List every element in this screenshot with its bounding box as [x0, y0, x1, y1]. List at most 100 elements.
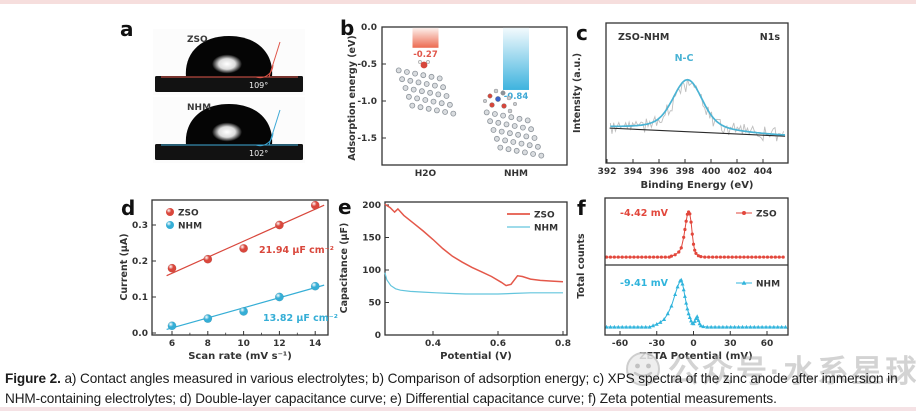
x-tick-label: 396 — [650, 167, 669, 177]
y-tick-label: 0.3 — [132, 221, 148, 231]
x-axis-title: Scan rate (mV s⁻¹) — [188, 351, 292, 362]
y-axis-title: Capacitance (μF) — [339, 223, 350, 314]
axis-box — [151, 199, 329, 336]
x-axis-title: Binding Energy (eV) — [641, 180, 754, 191]
x-tick-label: -60 — [612, 339, 628, 349]
legend-label: ZSO — [756, 210, 777, 220]
fit-line-NHM — [166, 284, 325, 331]
axis-box — [604, 197, 789, 336]
h2o-molecule — [418, 60, 430, 69]
y-tick-label: -1.5 — [357, 134, 377, 144]
curve-NHM — [384, 272, 563, 295]
contact-angle-image-nhm: NHM 102° — [153, 97, 305, 168]
y-tick-label: 0.0 — [361, 23, 377, 33]
panel-label-a: a — [120, 17, 134, 41]
y-tick-label: 0.0 — [132, 329, 148, 339]
x-category-label: NHM — [504, 169, 528, 179]
legend-label: ZSO — [178, 209, 199, 219]
x-tick-label: 394 — [624, 167, 643, 177]
contact-angle-value: 109° — [249, 81, 268, 90]
data-point-NHM — [203, 314, 213, 324]
y-axis-title: Total counts — [576, 233, 587, 298]
data-point-ZSO — [310, 200, 320, 210]
panel-c-xps-chart-svg: 392 394 396 398 400 402 404 ZSO-NHM N1s N-C Bindin… — [572, 22, 789, 191]
data-point-ZSO — [167, 263, 177, 273]
panel-d-capacitance-scatter-chart-svg: 6 8 10 12 14 0.0 0.1 0.2 0.3 ZSO NHM 21.94 μF cm⁻² 1… — [119, 199, 338, 362]
y-tick-label: -0.5 — [357, 60, 377, 70]
legend-label: NHM — [534, 224, 558, 234]
y-tick-label: 0.1 — [132, 293, 148, 303]
x-tick-label: 404 — [754, 167, 773, 177]
panel-label-b: b — [340, 16, 355, 40]
legend-label: NHM — [756, 280, 780, 290]
nhm-capacitance-annotation: 13.82 μF cm⁻² — [263, 313, 338, 324]
x-tick-label: 10 — [237, 339, 250, 349]
contact-angle-image-zso-svg: ZSO 109° — [153, 29, 305, 95]
x-tick-label: 0.4 — [425, 339, 441, 349]
x-category-label: H2O — [415, 169, 437, 179]
x-tick-label: 402 — [728, 167, 747, 177]
y-tick-label: 150 — [362, 234, 381, 244]
mean-zeta-annotation-ZSO: -4.42 mV — [620, 208, 669, 219]
bar-value-label: -0.84 — [504, 92, 529, 102]
y-tick-label: 50 — [368, 299, 381, 309]
background-line — [609, 127, 786, 137]
panel-title-right: N1s — [760, 32, 781, 43]
x-tick-label: 0.6 — [490, 339, 506, 349]
panel-label-d: d — [121, 196, 136, 220]
x-tick-label: 12 — [273, 339, 286, 349]
y-tick-label: 100 — [362, 266, 381, 276]
x-tick-label: 14 — [309, 339, 322, 349]
axis-box — [384, 201, 568, 336]
caption-label: Figure 2. — [5, 371, 61, 386]
caption-text: a) Contact angles measured in various el… — [5, 371, 898, 407]
nc-fit-curve — [610, 78, 786, 136]
x-tick-label: 392 — [598, 167, 617, 177]
droplet-highlight — [212, 122, 242, 142]
data-point-NHM — [274, 292, 284, 302]
peak-label: N-C — [675, 53, 694, 64]
y-tick-label: 200 — [362, 201, 381, 211]
x-tick-label: 6 — [169, 339, 175, 349]
curve-ZSO — [384, 203, 564, 287]
fit-line-ZSO — [166, 204, 325, 277]
panel-label-f: f — [577, 196, 586, 220]
page-bottom-strip — [0, 407, 916, 411]
y-tick-label: 0 — [375, 331, 381, 341]
angle-arc — [255, 132, 274, 147]
zn-lattice-with-nhm-molecule — [483, 109, 545, 159]
panel-label-e: e — [338, 195, 352, 219]
panel-c-xps-chart: 392 394 396 398 400 402 404 ZSO-NHM N1s N-C Bindin… — [570, 7, 806, 197]
substrate-bar — [155, 144, 303, 160]
panel-f-zeta-potential-chart: ZSO -4.42 mV NHM -9.41 mV -60 -30 0 30 60 ZETA Po… — [570, 192, 806, 372]
x-tick-label: 0.8 — [555, 339, 571, 349]
panel-title-left: ZSO-NHM — [618, 32, 669, 43]
x-tick-label: -30 — [649, 339, 665, 349]
angle-arc — [255, 64, 274, 79]
contact-angle-image-nhm-svg: NHM 102° — [153, 97, 305, 163]
data-point-ZSO — [274, 220, 284, 230]
zn-lattice-with-h2o-molecule — [395, 67, 457, 117]
sample-label: NHM — [187, 103, 211, 113]
x-axis-title: Potential (V) — [440, 351, 512, 362]
y-axis-title: Adsorption energy (eV) — [347, 35, 358, 160]
legend-marker-NHM — [166, 221, 174, 229]
bar-value-label: -0.27 — [413, 50, 438, 60]
contact-angle-value: 102° — [249, 149, 268, 158]
contact-angle-image-zso: ZSO 109° — [153, 29, 305, 100]
energy-bar-NHM — [503, 27, 529, 90]
data-point-ZSO — [239, 244, 249, 253]
panel-label-c: c — [576, 21, 588, 45]
data-point-NHM — [167, 321, 177, 331]
panel-e-differential-capacitance-chart: 0.4 0.6 0.8 0 50 100 150 200 ZSO NHM Potential (V)… — [333, 192, 575, 372]
panel-b-adsorption-energy-chart: 0.0 -0.5 -1.0 -1.5 Adsorption energy (eV) -0.… — [338, 18, 574, 193]
figure-caption: Figure 2. a) Contact angles measured in … — [5, 369, 913, 410]
nhm-molecule — [482, 88, 517, 114]
x-tick-label: 60 — [761, 339, 774, 349]
y-tick-label: -1.0 — [357, 97, 377, 107]
legend-marker-ZSO — [166, 208, 174, 216]
x-axis-title: ZETA Potential (mV) — [639, 351, 752, 362]
x-tick-label: 30 — [724, 339, 737, 349]
